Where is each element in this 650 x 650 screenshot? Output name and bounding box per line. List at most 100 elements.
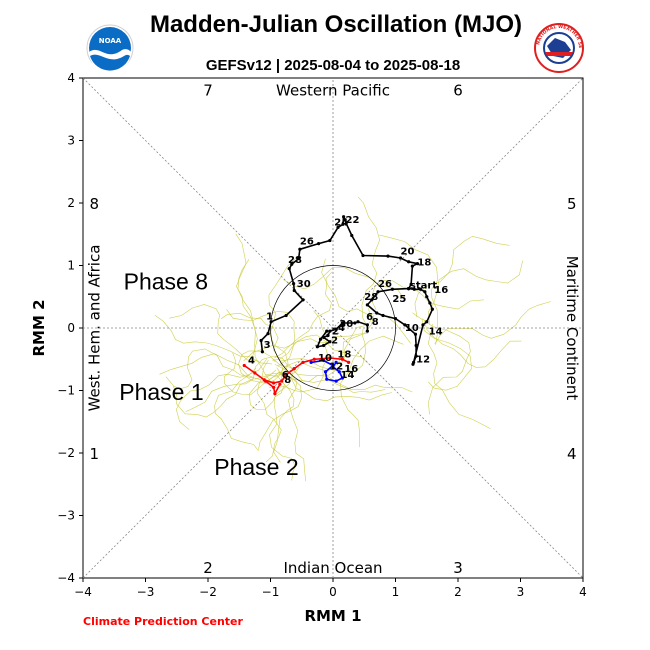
ensemble-line (421, 318, 471, 415)
trajectory-point (418, 287, 423, 291)
trajectory-point (328, 329, 332, 333)
trajectory-point (266, 332, 270, 336)
trajectory-point (365, 323, 369, 327)
x-tick-label: 1 (392, 585, 400, 599)
day-label: 18 (417, 258, 431, 269)
trajectory-point (322, 358, 326, 363)
trajectory-point (381, 313, 385, 318)
trajectory-point (323, 370, 328, 374)
octant-number: 2 (203, 559, 213, 577)
x-tick-label: −3 (137, 585, 155, 599)
phase-annotation: Phase 1 (119, 379, 203, 405)
trajectory-point (365, 329, 369, 333)
ensemble-line (412, 312, 473, 391)
ensemble-line (235, 233, 258, 359)
trajectory-series: 68 302 42 (315, 312, 379, 349)
trajectory-point (425, 295, 429, 299)
phase-annotation: Phase 8 (124, 268, 208, 294)
day-label: 16 (344, 364, 358, 375)
trajectory-point (403, 323, 407, 327)
ensemble-line (272, 334, 369, 364)
ensemble-line (169, 304, 259, 362)
ensemble-line (274, 271, 333, 359)
day-label: 26 (300, 236, 314, 247)
octant-number: 6 (453, 81, 463, 99)
x-tick-label: 3 (517, 585, 525, 599)
y-tick-label: 2 (67, 196, 75, 210)
trajectory-point (361, 253, 365, 258)
trajectory-point (414, 343, 418, 348)
trajectory-point (312, 357, 316, 361)
ensemble-line (248, 371, 294, 410)
region-label-top: Western Pacific (276, 81, 390, 99)
trajectory-point (334, 327, 338, 331)
chart-title: Madden-Julian Oscillation (MJO) (150, 11, 522, 38)
trajectory-point (309, 360, 313, 364)
y-tick-label: 1 (67, 259, 75, 273)
ensemble-line (414, 235, 510, 318)
trajectory-point (410, 264, 414, 268)
trajectory-point (253, 371, 257, 375)
octant-number: 8 (89, 195, 99, 213)
trajectory-point (398, 256, 403, 260)
trajectory-point (413, 332, 418, 336)
trajectory-point (287, 267, 291, 271)
y-tick-label: 3 (67, 134, 75, 148)
trajectory-point (284, 373, 288, 377)
day-label: 6 (366, 312, 373, 323)
trajectory-point (290, 262, 294, 266)
trajectory-line (243, 357, 349, 384)
trajectory-point (393, 317, 398, 321)
ensemble-line (223, 352, 289, 396)
trajectory-point (273, 392, 277, 396)
ensemble-line (254, 375, 295, 463)
trajectory-point (415, 262, 419, 266)
trajectory-point (315, 345, 319, 349)
trajectory-point (322, 343, 326, 348)
trajectory-point (292, 288, 296, 293)
day-label: 30 (339, 319, 353, 330)
trajectory-point (326, 333, 330, 338)
trajectory-point (278, 382, 282, 386)
noaa-logo-icon: NOAA (86, 24, 134, 73)
trajectory-point (263, 379, 268, 383)
day-label: 28 (364, 292, 378, 303)
trajectory-line (265, 380, 281, 396)
trajectory-point (340, 357, 344, 361)
unit-circle (270, 265, 396, 391)
ensemble-line (370, 280, 484, 310)
trajectory-point (375, 311, 379, 315)
day-label: 8 (284, 375, 291, 386)
y-tick-label: −3 (57, 509, 75, 523)
day-label: 24 (334, 218, 348, 229)
day-label: 6 (282, 370, 289, 381)
trajectory-point (242, 363, 246, 368)
trajectory-point (370, 298, 374, 302)
ensemble-line (427, 324, 491, 429)
trajectory-point (428, 301, 432, 305)
trajectory-point (325, 377, 329, 381)
trajectory-point (325, 329, 329, 333)
ensemble-line (165, 376, 254, 418)
day-label: 20 (401, 246, 415, 257)
day-label: 12 (329, 361, 343, 372)
day-label: 30 (297, 279, 311, 290)
phase-annotation: Phase 2 (214, 454, 298, 480)
trajectory-line (310, 359, 344, 382)
x-tick-label: −2 (199, 585, 217, 599)
trajectory-point (284, 313, 288, 318)
trajectory-point (336, 225, 340, 229)
region-label-left: West. Hem. and Africa (85, 245, 103, 412)
trajectory-point (292, 367, 296, 371)
x-tick-label: 4 (579, 585, 587, 599)
day-label: 1 (266, 311, 273, 322)
octant-number: 5 (567, 195, 577, 213)
trajectory-point (412, 360, 416, 364)
day-label: 22 (346, 215, 360, 226)
y-axis-label: RMM 2 (30, 299, 48, 356)
ensemble-line (175, 358, 268, 430)
trajectory-point (331, 365, 335, 369)
day-label: 12 (416, 354, 430, 365)
trajectory-point (301, 298, 305, 302)
